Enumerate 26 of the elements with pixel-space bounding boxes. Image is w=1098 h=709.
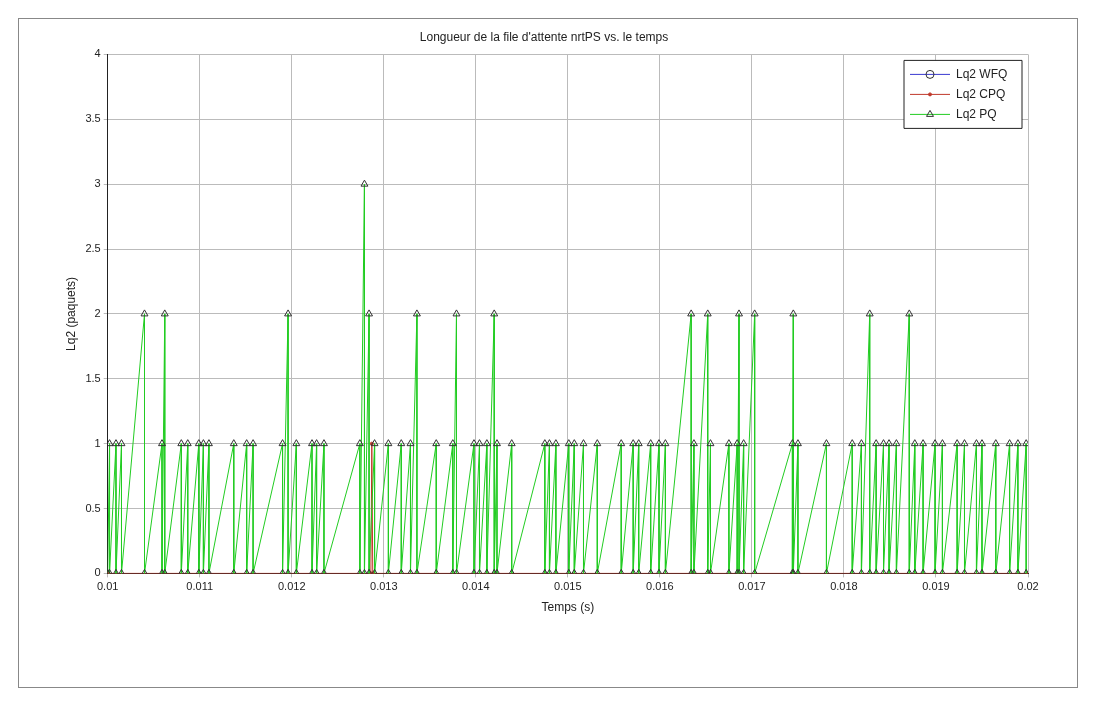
x-axis-title: Temps (s) [541,600,595,615]
y-tick-label: 1 [94,436,101,449]
y-tick-label: 0 [94,566,101,579]
y-tick-label: 3 [94,177,101,190]
legend-label: Lq2 WFQ [956,66,1008,81]
x-tick-label: 0.019 [922,580,950,593]
x-tick-label: 0.01 [96,580,119,593]
x-tick-label: 0.015 [554,580,582,593]
x-tick-label: 0.011 [186,580,214,593]
y-tick-label: 4 [94,47,101,60]
legend-label: Lq2 PQ [956,106,997,121]
x-tick-label: 0.02 [1017,580,1039,593]
y-tick-label: 0.5 [85,501,101,514]
x-tick-label: 0.018 [830,580,858,593]
y-tick-label: 2.5 [85,242,101,255]
x-tick-label: 0.014 [462,580,490,593]
y-tick-label: 2 [94,306,101,319]
x-tick-label: 0.012 [277,580,306,593]
y-axis-title: Lq2 (paquets) [63,276,78,351]
y-tick-label: 3.5 [85,112,101,125]
chart-title: Longueur de la file d'attente nrtPS vs. le temps [419,29,669,44]
y-tick-label: 1.5 [85,371,101,384]
x-tick-label: 0.016 [646,580,674,593]
x-tick-label: 0.013 [370,580,398,593]
x-tick-label: 0.017 [738,580,766,593]
legend-label: Lq2 CPQ [956,86,1006,101]
